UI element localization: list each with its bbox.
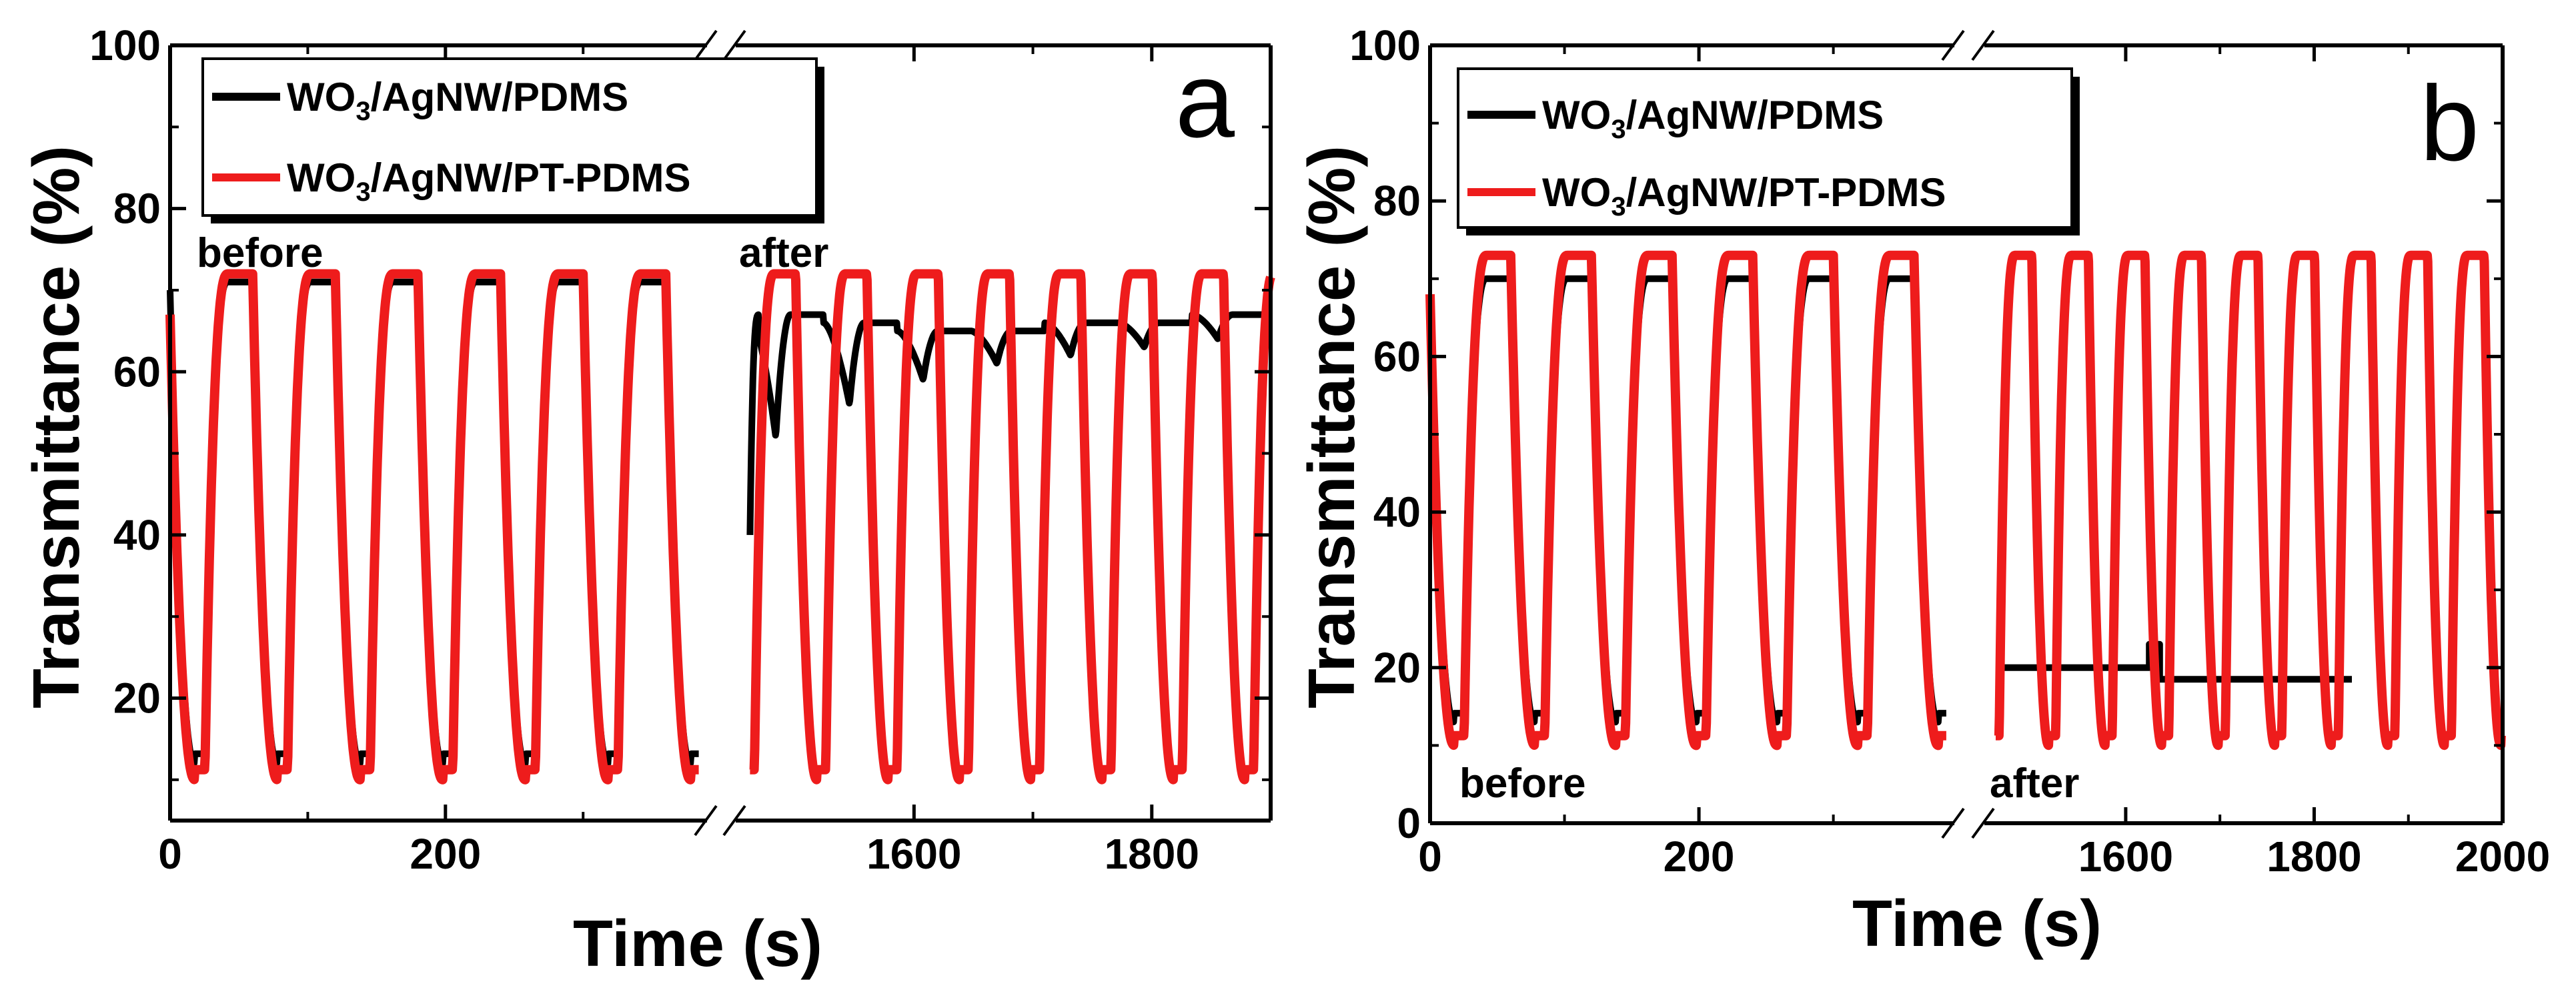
panel-b-before-annotation: before xyxy=(1459,761,1585,807)
panel-b-break-mark-0-0 xyxy=(1941,29,1965,61)
panel-b-break-mark-1-1 xyxy=(1971,807,1995,839)
panel-b-axis-break xyxy=(1941,29,1995,839)
panel-b-y-axis-label: Transmittance (%) xyxy=(1295,145,1368,708)
panel-a-legend-label-pt-pdms: WO3/AgNW/PT-PDMS xyxy=(287,155,691,207)
panel-b-xtick-label-after-1: 1800 xyxy=(2267,833,2361,881)
panel-a-axes-frame xyxy=(168,43,1273,823)
panel-b-xtick-label-before-0: 0 xyxy=(1418,833,1442,881)
panel-a-break-mark-1-0 xyxy=(694,805,718,837)
panel-b-ytick-label-2: 40 xyxy=(1373,488,1421,536)
panel-a-xtick-label-after-0: 1600 xyxy=(866,830,961,878)
panel-b-legend-label-pdms: WO3/AgNW/PDMS xyxy=(1542,93,1884,144)
panel-b-ytick-label-1: 20 xyxy=(1373,644,1421,692)
panel-a-label: a xyxy=(1175,40,1235,159)
panel-b-break-mark-0-1 xyxy=(1971,29,1995,61)
panel-a-xtick-label-after-1: 1800 xyxy=(1105,830,1199,878)
panel-b-series xyxy=(1425,250,2507,751)
panel-a: 20 40 60 80 100 0 200 1600 1800 Time (s) Transmi… xyxy=(19,21,1275,980)
panel-b-legend-label-pt-pdms: WO3/AgNW/PT-PDMS xyxy=(1542,170,1946,221)
panel-b-xtick-label-after-0: 1600 xyxy=(2078,833,2173,881)
panel-b-after-annotation: after xyxy=(1990,761,2079,807)
panel-a-x-axis-label: Time (s) xyxy=(573,907,822,980)
panel-a-ytick-label-1: 40 xyxy=(113,511,161,559)
panel-a-series xyxy=(165,269,1275,785)
panel-a-ytick-label-4: 100 xyxy=(89,21,161,69)
panel-a-legend-box xyxy=(201,57,818,217)
panel-a-ytick-label-3: 80 xyxy=(113,185,161,233)
panel-a-series-1-before-line xyxy=(165,269,703,785)
panel-b-xtick-label-after-2: 2000 xyxy=(2455,833,2550,881)
panel-a-legend-label-pdms: WO3/AgNW/PDMS xyxy=(287,75,628,126)
panel-b-series-1-after-line xyxy=(1991,250,2507,751)
panel-a-axis-break xyxy=(694,29,746,837)
panel-a-break-mark-0-1 xyxy=(722,29,746,61)
panel-a-before-annotation: before xyxy=(197,230,323,276)
panel-b-ticks: 0 20 40 60 80 100 0 200 1600 1800 2000 xyxy=(1349,21,2550,881)
panel-b-ytick-label-5: 100 xyxy=(1349,21,1421,69)
panel-a-break-mark-1-1 xyxy=(722,805,746,837)
panel-a-ytick-label-2: 60 xyxy=(113,348,161,396)
panel-b-break-mark-1-0 xyxy=(1941,807,1965,839)
panel-a-y-axis-label: Transmittance (%) xyxy=(19,145,93,708)
panel-a-ticks: 20 40 60 80 100 0 200 1600 1800 xyxy=(89,21,1271,878)
panel-b-xtick-label-before-1: 200 xyxy=(1664,833,1735,881)
panel-b-series-1-before-line xyxy=(1425,250,1950,751)
panel-a-series-1-after-line xyxy=(746,269,1275,785)
panel-b-label: b xyxy=(2420,63,2479,183)
panel-b-ytick-label-4: 80 xyxy=(1373,177,1421,225)
panel-b-legend-box xyxy=(1457,67,2073,229)
panel-a-after-annotation: after xyxy=(739,230,828,276)
panel-b: 0 20 40 60 80 100 0 200 1600 1800 2000 Time (s) Tr… xyxy=(1295,21,2550,960)
panel-b-legend: WO3/AgNW/PDMS WO3/AgNW/PT-PDMS xyxy=(1457,67,2080,235)
panel-a-ytick-label-0: 20 xyxy=(113,674,161,722)
panel-a-legend: WO3/AgNW/PDMS WO3/AgNW/PT-PDMS xyxy=(201,57,824,223)
panel-b-ytick-label-0: 0 xyxy=(1397,799,1421,847)
panel-b-ytick-label-3: 60 xyxy=(1373,332,1421,380)
panel-b-x-axis-label: Time (s) xyxy=(1852,887,2102,960)
panel-a-xtick-label-before-0: 0 xyxy=(158,830,182,878)
panel-a-break-mark-0-0 xyxy=(694,29,718,61)
panel-a-xtick-label-before-1: 200 xyxy=(410,830,481,878)
